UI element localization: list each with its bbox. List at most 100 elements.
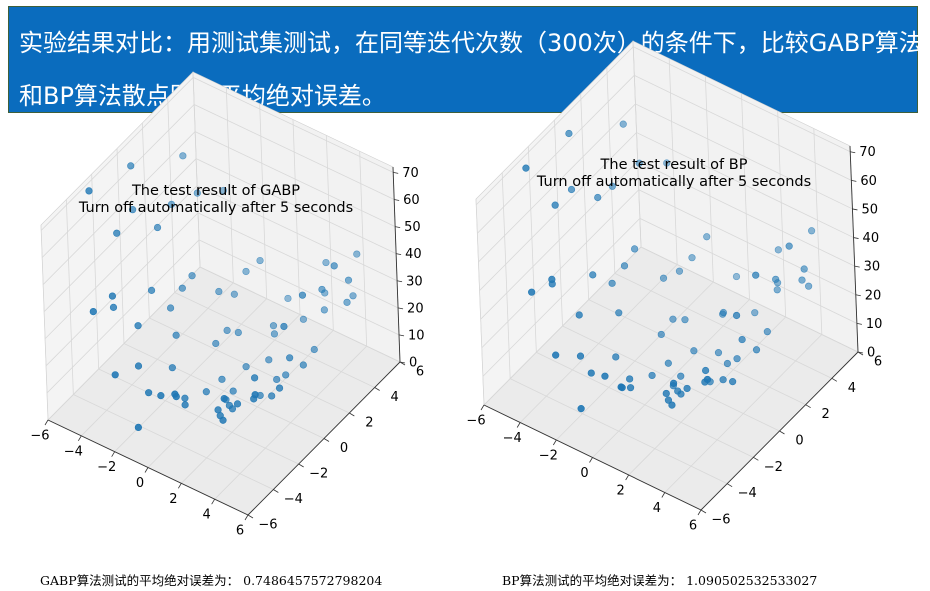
data-point [674, 387, 682, 395]
side-gridline-z [481, 189, 640, 349]
y-tick-label: 2 [822, 407, 830, 422]
z-axis-line [849, 145, 859, 353]
data-point [567, 185, 576, 194]
data-point [343, 298, 351, 306]
y-tick [374, 387, 380, 391]
data-point [298, 291, 307, 299]
x-tick [77, 435, 82, 442]
y-tick [726, 483, 733, 488]
data-point [808, 227, 816, 235]
data-point [273, 375, 281, 384]
data-point [223, 326, 231, 334]
data-point [601, 372, 609, 380]
data-point [648, 371, 656, 380]
header-line-1: 实验结果对比：用测试集测试，在同等迭代次数（300次）的条件下，比较GABP算法 [19, 29, 923, 57]
side-gridline-z [41, 104, 195, 258]
back-gridline-z [195, 158, 397, 255]
x-tick [516, 422, 521, 428]
z-tick-label: 50 [404, 220, 421, 235]
data-point [134, 423, 142, 431]
bp-mae-caption: BP算法测试的平均绝对误差为： 1.090502532533027 [502, 570, 817, 589]
data-point [89, 308, 97, 316]
y-tick [349, 412, 355, 417]
floor-gridline-y [98, 368, 299, 465]
chart-subtitle: Turn off automatically after 5 seconds [536, 174, 811, 190]
floor-gridline-y [509, 378, 728, 485]
data-point [129, 206, 137, 214]
data-point [577, 405, 585, 413]
x-tick [625, 474, 630, 481]
data-point [299, 315, 308, 323]
z-tick [399, 361, 406, 364]
y-tick [753, 456, 759, 461]
data-point [109, 303, 118, 311]
data-point [552, 351, 560, 359]
data-point [690, 347, 698, 355]
data-point [242, 363, 250, 371]
data-point [234, 328, 242, 337]
data-point [683, 384, 691, 393]
bp-mae-value: 1.090502532533027 [686, 573, 818, 588]
gabp-mae-label: GABP算法测试的平均绝对误差为： [40, 573, 240, 588]
y-tick [831, 377, 838, 382]
x-tick [661, 492, 666, 498]
y-tick [298, 463, 304, 468]
x-tick-label: 4 [203, 508, 211, 523]
data-point [134, 322, 142, 330]
data-point [752, 271, 760, 279]
data-point [608, 279, 616, 287]
chart-title: The test result of BP [600, 157, 748, 173]
data-point [620, 262, 629, 270]
x-tick-label: 2 [617, 484, 625, 499]
data-point [168, 364, 176, 372]
x-tick-label: 6 [689, 519, 697, 534]
side-gridline-z [482, 218, 641, 377]
data-point [218, 375, 226, 383]
z-tick [850, 151, 856, 154]
data-point [157, 392, 165, 400]
data-point [268, 392, 276, 400]
data-point [675, 267, 684, 275]
side-gridline-z [42, 131, 196, 285]
back-gridline-z [633, 46, 851, 153]
z-tick-label: 0 [867, 346, 875, 361]
data-point [702, 366, 710, 375]
z-tick-label: 30 [406, 274, 423, 289]
side-gridline-z [477, 75, 635, 234]
x-tick-label: −6 [30, 429, 49, 444]
data-point [594, 193, 602, 202]
y-tick-label: 4 [848, 381, 856, 396]
data-point [619, 120, 627, 128]
data-point [522, 164, 530, 172]
data-point [662, 389, 670, 398]
x-tick-label: 0 [136, 476, 144, 491]
back-gridline-z [635, 103, 853, 210]
data-point [677, 372, 685, 380]
data-point [280, 322, 288, 331]
data-point [251, 374, 259, 382]
data-point [669, 379, 678, 387]
back-gridline-z [196, 185, 398, 282]
data-point [269, 322, 278, 330]
header-banner: 实验结果对比：用测试集测试，在同等迭代次数（300次）的条件下，比较GABP算法… [8, 6, 923, 113]
y-tick-label: −6 [711, 513, 730, 528]
data-point [548, 275, 556, 283]
data-point [134, 362, 143, 370]
data-point [251, 391, 259, 399]
floor-gridline-y [536, 351, 754, 458]
data-point [108, 292, 117, 300]
y-tick [247, 514, 254, 519]
back-gridline-z [634, 74, 852, 181]
data-point [230, 290, 238, 298]
z-tick [852, 208, 858, 211]
data-point [215, 287, 223, 296]
side-gridline-z [478, 103, 636, 263]
bp-scatter-chart: −6 −4 −2 0 2 4 6 −6 −4 −2 0 2 4 6 0 10 20 30 40 50 60 70 The t… [466, 40, 890, 550]
z-tick [395, 226, 401, 228]
data-point [265, 356, 273, 364]
back-gridline-z [193, 104, 395, 200]
data-point [774, 246, 782, 254]
z-tick-label: 60 [860, 174, 877, 189]
z-tick [853, 237, 859, 239]
x-tick [552, 439, 557, 446]
